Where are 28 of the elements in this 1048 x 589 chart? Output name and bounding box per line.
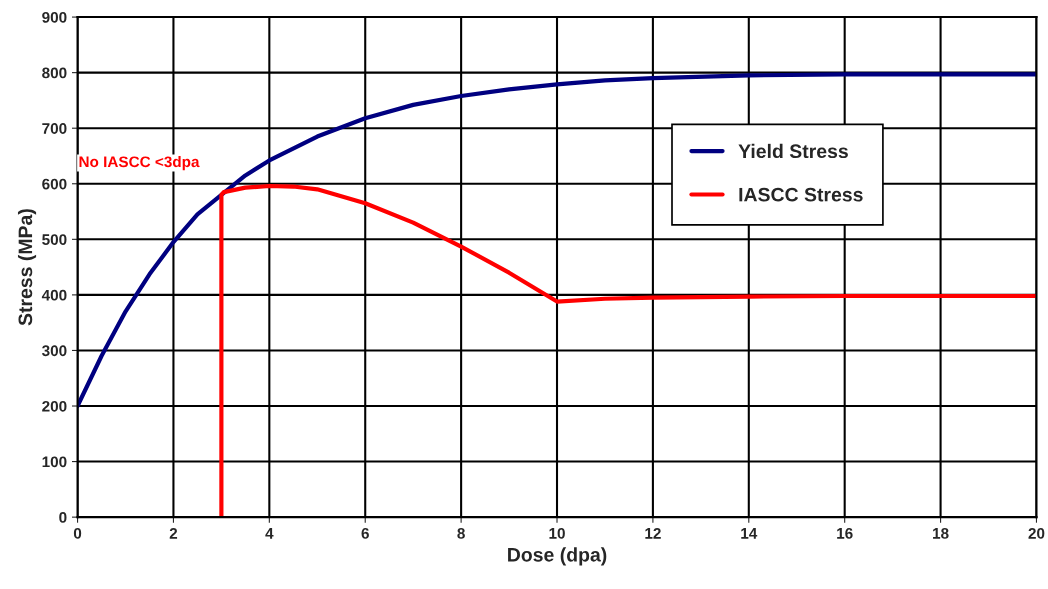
x-tick-label: 10 — [549, 527, 565, 539]
x-tick-label: 6 — [361, 527, 369, 539]
y-tick-label: 200 — [42, 400, 67, 412]
y-tick-label: 300 — [42, 345, 67, 357]
x-tick-label: 4 — [265, 528, 274, 539]
y-tick-label: 400 — [41, 289, 67, 301]
y-tick-label: 0 — [59, 512, 67, 523]
y-tick-label: 100 — [42, 456, 67, 468]
y-tick-label: 900 — [42, 11, 67, 23]
line-series — [219, 183, 1037, 518]
y-axis-title: Stress (MPa) — [17, 209, 37, 326]
annotation: No IASCC <3dpa — [79, 155, 200, 171]
x-tick-label: 14 — [741, 528, 758, 539]
y-tick-label: 600 — [42, 178, 67, 190]
x-tick-label: 12 — [645, 527, 661, 539]
legend-label: Yield Stress — [738, 143, 848, 159]
y-tick-label: 800 — [42, 67, 67, 79]
x-tick-label: 2 — [169, 527, 178, 539]
x-tick-label: 0 — [73, 527, 82, 539]
x-axis-title: Dose (dpa) — [508, 547, 607, 566]
x-tick-label: 20 — [1028, 527, 1045, 539]
x-tick-label: 16 — [837, 527, 853, 539]
y-tick-label: 700 — [42, 123, 67, 134]
y-tick-label: 500 — [42, 234, 67, 246]
line-series — [77, 72, 1037, 409]
x-tick-label: 18 — [933, 527, 949, 539]
legend-label: IASCC Stress — [739, 187, 863, 202]
x-tick-label: 8 — [457, 527, 465, 539]
